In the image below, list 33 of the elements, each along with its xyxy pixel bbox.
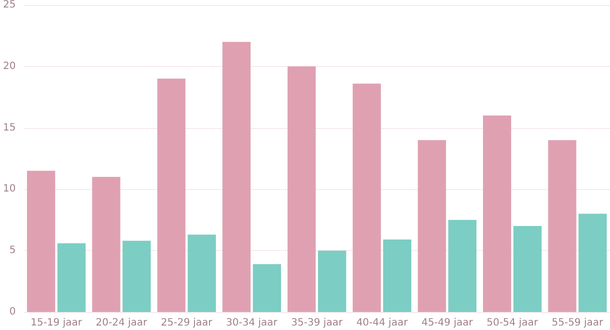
y-tick-label: 10 [2, 184, 16, 195]
bar [448, 220, 476, 312]
bar [352, 84, 381, 312]
x-tick-label: 40-44 jaar [356, 318, 409, 328]
bar [26, 170, 56, 312]
bar [383, 240, 412, 312]
x-tick-label: 30-34 jaar [226, 318, 278, 328]
x-tick-label: 50-54 jaar [486, 318, 539, 328]
x-tick-label: 20-24 jaar [96, 318, 148, 328]
bar [318, 250, 346, 312]
bar [513, 226, 542, 312]
x-tick-label: 35-39 jaar [291, 318, 344, 328]
bar [188, 234, 216, 312]
x-tick-label: 45-49 jaar [421, 318, 474, 328]
y-tick-label: 25 [2, 0, 16, 10]
y-tick-label: 20 [2, 60, 16, 72]
y-tick-label: 15 [2, 122, 16, 134]
x-tick-label: 25-29 jaar [160, 318, 214, 328]
bar [122, 240, 151, 312]
y-tick-label: 0 [9, 306, 16, 318]
bar [252, 264, 282, 312]
x-tick-label: 15-19 jaar [30, 318, 83, 328]
x-tick-label: 55-59 jaar [552, 318, 604, 328]
bar [578, 214, 607, 312]
bar [288, 66, 316, 312]
bar [418, 140, 446, 312]
bar [548, 140, 576, 312]
y-tick-label: 5 [9, 245, 16, 256]
bar [57, 243, 86, 312]
bar [92, 176, 120, 312]
bar [222, 42, 251, 312]
bar [482, 116, 512, 312]
bar [157, 78, 186, 312]
